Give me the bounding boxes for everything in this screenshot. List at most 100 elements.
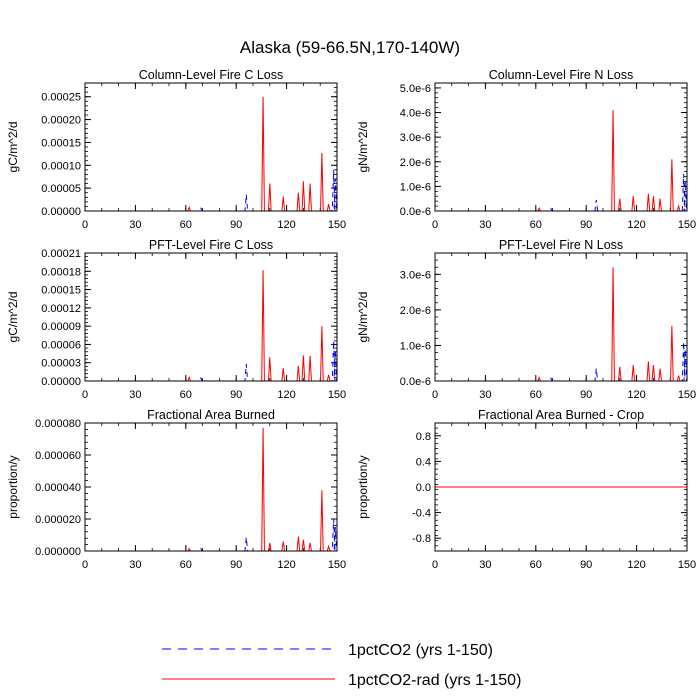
y-tick-label: 2.0e-6 — [400, 305, 431, 317]
x-tick-label: 60 — [180, 219, 192, 231]
y-tick-label: 0.00012 — [41, 303, 81, 315]
y-axis-label: gC/m^2/d — [6, 292, 20, 343]
x-tick-label: 150 — [678, 219, 696, 231]
x-tick-label: 30 — [479, 219, 491, 231]
x-tick-label: 0 — [82, 389, 88, 401]
figure-title: Alaska (59-66.5N,170-140W) — [240, 38, 460, 57]
series-line-1pctco2-rad — [85, 427, 337, 552]
panel-4: PFT-Level Fire N Loss gN/m^2/d 0 30 60 90 120 1… — [356, 238, 696, 401]
x-tick-label: 0 — [82, 219, 88, 231]
x-tick-label: 0 — [432, 389, 438, 401]
legend: 1pctCO2 (yrs 1-150) 1pctCO2-rad (yrs 1-1… — [162, 642, 521, 689]
x-tick-label: 0 — [432, 219, 438, 231]
x-tick-label: 90 — [580, 559, 592, 571]
y-tick-label: 0.00025 — [41, 92, 81, 104]
plot-frame — [434, 252, 688, 382]
panel-title: Column-Level Fire N Loss — [489, 68, 634, 82]
x-tick-label: 150 — [328, 559, 346, 571]
x-tick-label: 120 — [277, 559, 295, 571]
x-tick-label: 60 — [530, 219, 542, 231]
y-tick-label: 0.4 — [416, 456, 431, 468]
legend-label-1pctco2-rad: 1pctCO2-rad (yrs 1-150) — [348, 672, 521, 689]
y-tick-label: -0.8 — [412, 533, 431, 545]
x-tick-label: 90 — [230, 389, 242, 401]
panel-3: PFT-Level Fire C Loss gC/m^2/d 0 30 60 90 120 1… — [6, 238, 346, 401]
panel-5: Fractional Area Burned proportion/y 0 30 60 9… — [6, 408, 346, 571]
plot-frame — [434, 422, 688, 552]
series-line-1pctco2 — [85, 340, 338, 382]
x-tick-label: 90 — [580, 219, 592, 231]
y-tick-label: 0.00018 — [41, 266, 81, 278]
y-tick-label: 1.0e-6 — [400, 181, 431, 193]
panel-6: Fractional Area Burned - Crop proportion/… — [356, 408, 696, 571]
y-tick-label: 0.00003 — [41, 358, 81, 370]
y-tick-label: 0.0 — [416, 482, 431, 494]
x-tick-label: 150 — [678, 559, 696, 571]
x-tick-label: 60 — [530, 559, 542, 571]
x-tick-label: 90 — [230, 219, 242, 231]
legend-label-1pctco2: 1pctCO2 (yrs 1-150) — [348, 642, 493, 659]
x-tick-label: 120 — [277, 389, 295, 401]
x-tick-label: 30 — [479, 559, 491, 571]
y-axis-label: gN/m^2/d — [356, 122, 370, 173]
y-tick-label: 0.0e-6 — [400, 206, 431, 218]
series-line-1pctco2 — [435, 341, 688, 382]
x-tick-label: 120 — [627, 559, 645, 571]
x-tick-label: 30 — [129, 389, 141, 401]
y-axis-label: gC/m^2/d — [6, 122, 20, 173]
panel-title: Fractional Area Burned — [147, 408, 275, 422]
series-line-1pctco2-rad — [85, 270, 337, 382]
y-tick-label: 0.00006 — [41, 339, 81, 351]
y-tick-label: 5.0e-6 — [400, 83, 431, 95]
y-tick-label: 0.000060 — [35, 450, 81, 462]
x-tick-label: 0 — [432, 559, 438, 571]
y-tick-label: 0.00000 — [41, 206, 81, 218]
y-tick-label: 0.00015 — [41, 285, 81, 297]
y-tick-label: 0.00009 — [41, 321, 81, 333]
x-tick-label: 150 — [678, 389, 696, 401]
y-tick-label: 0.0e-6 — [400, 376, 431, 388]
y-tick-label: 4.0e-6 — [400, 108, 431, 120]
x-tick-label: 30 — [479, 389, 491, 401]
panels-group: Column-Level Fire C Loss gC/m^2/d 0 30 60 90 1… — [6, 68, 696, 571]
panel-2: Column-Level Fire N Loss gN/m^2/d 0 30 60 90 1… — [356, 68, 696, 231]
panel-title: PFT-Level Fire N Loss — [499, 238, 623, 252]
plot-frame — [84, 252, 338, 382]
y-tick-label: 0.000000 — [35, 546, 81, 558]
panel-1: Column-Level Fire C Loss gC/m^2/d 0 30 60 90 1… — [6, 68, 346, 231]
y-tick-label: 3.0e-6 — [400, 132, 431, 144]
y-axis-label: proportion/y — [6, 455, 20, 518]
x-tick-label: 120 — [627, 219, 645, 231]
y-tick-label: 0.000020 — [35, 514, 81, 526]
x-tick-label: 90 — [580, 389, 592, 401]
y-tick-label: 0.00020 — [41, 115, 81, 127]
y-tick-label: 0.00015 — [41, 137, 81, 149]
y-tick-label: -0.4 — [412, 508, 431, 520]
series-line-1pctco2-rad — [435, 267, 687, 382]
x-tick-label: 60 — [530, 389, 542, 401]
y-axis-label: proportion/y — [356, 455, 370, 518]
plot-frame — [84, 82, 338, 212]
plot-frame — [84, 422, 338, 552]
series-line-1pctco2-rad — [435, 110, 687, 212]
y-tick-label: 0.8 — [416, 431, 431, 443]
x-tick-label: 30 — [129, 219, 141, 231]
x-tick-label: 0 — [82, 559, 88, 571]
y-tick-label: 0.000080 — [35, 418, 81, 430]
y-tick-label: 0.000040 — [35, 482, 81, 494]
y-tick-label: 0.00005 — [41, 183, 81, 195]
x-tick-label: 120 — [277, 219, 295, 231]
y-tick-label: 2.0e-6 — [400, 157, 431, 169]
y-tick-label: 1.0e-6 — [400, 340, 431, 352]
series-line-1pctco2 — [85, 518, 338, 552]
x-tick-label: 60 — [180, 389, 192, 401]
series-line-1pctco2-rad — [85, 96, 337, 212]
plot-frame — [434, 82, 688, 212]
x-tick-label: 150 — [328, 219, 346, 231]
panel-title: Fractional Area Burned - Crop — [478, 408, 644, 422]
panel-title: Column-Level Fire C Loss — [139, 68, 284, 82]
panel-title: PFT-Level Fire C Loss — [149, 238, 273, 252]
y-tick-label: 3.0e-6 — [400, 269, 431, 281]
